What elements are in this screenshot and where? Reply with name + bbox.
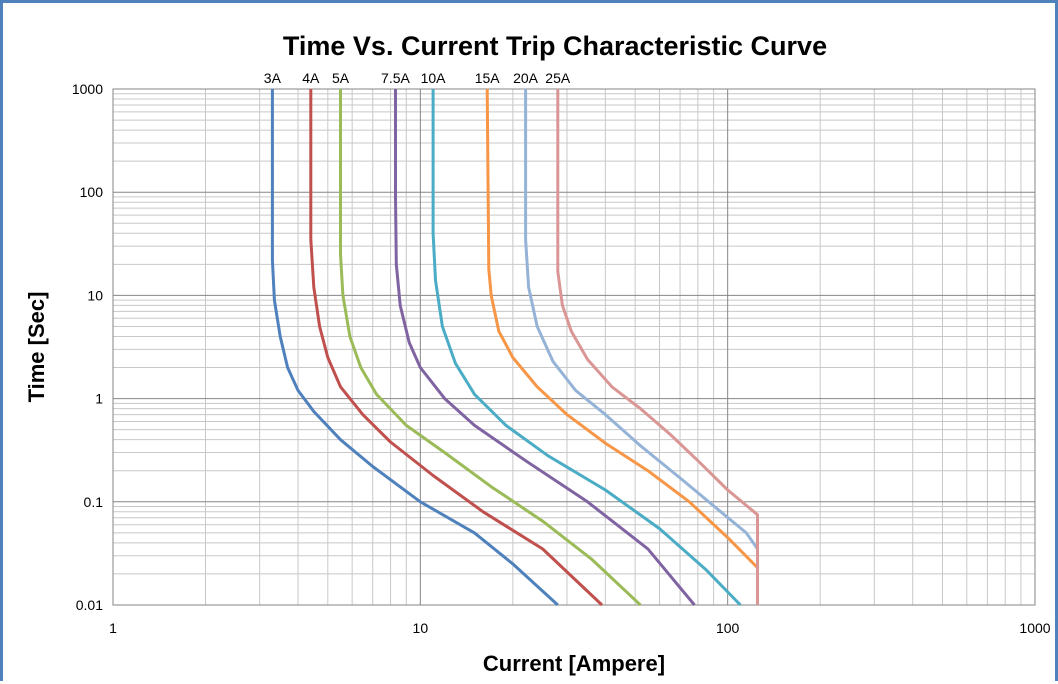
y-tick-label: 0.1 (84, 494, 104, 510)
series-label-7-5a: 7.5A (381, 70, 410, 86)
grid-minor (113, 89, 1035, 605)
y-tick-label: 100 (80, 184, 104, 200)
series-line-10a (431, 89, 742, 607)
series-label-10a: 10A (421, 70, 447, 86)
plot-border (112, 88, 1036, 606)
plot-area (113, 89, 1035, 605)
y-tick-label: 10 (87, 287, 103, 303)
y-tick-label: 0.01 (76, 597, 103, 613)
x-tick-label: 10 (413, 620, 429, 636)
x-tick-label: 1 (109, 620, 117, 636)
x-axis-ticks: 1 10 100 1000 (109, 620, 1051, 636)
series-line-20a (524, 89, 759, 550)
x-axis-title: Current [Ampere] (483, 651, 665, 676)
chart-title: Time Vs. Current Trip Characteristic Cur… (283, 31, 827, 61)
series-label-4a: 4A (302, 70, 320, 86)
grid-major (112, 88, 1036, 606)
chart-svg: Time Vs. Current Trip Characteristic Cur… (24, 31, 1051, 676)
x-tick-label: 1000 (1019, 620, 1050, 636)
series-lines (270, 88, 759, 607)
y-axis-title: Time [Sec] (24, 292, 49, 403)
series-label-3a: 3A (264, 70, 282, 86)
series-line-5a (339, 89, 642, 607)
y-axis-ticks: 1000 100 10 1 0.1 0.01 (72, 81, 103, 613)
series-label-25a: 25A (545, 70, 571, 86)
y-tick-label: 1 (95, 391, 103, 407)
series-label-5a: 5A (332, 70, 350, 86)
y-tick-label: 1000 (72, 81, 103, 97)
series-labels: 3A 4A 5A 7.5A 10A 15A 20A 25A (264, 70, 571, 86)
series-label-20a: 20A (513, 70, 539, 86)
series-line-7-5a (394, 89, 696, 606)
series-label-15a: 15A (475, 70, 501, 86)
series-line-15a (485, 88, 759, 569)
x-tick-label: 100 (716, 620, 740, 636)
series-line-25a (556, 89, 759, 605)
series-line-4a (309, 89, 604, 607)
series-line-3a (270, 89, 559, 607)
